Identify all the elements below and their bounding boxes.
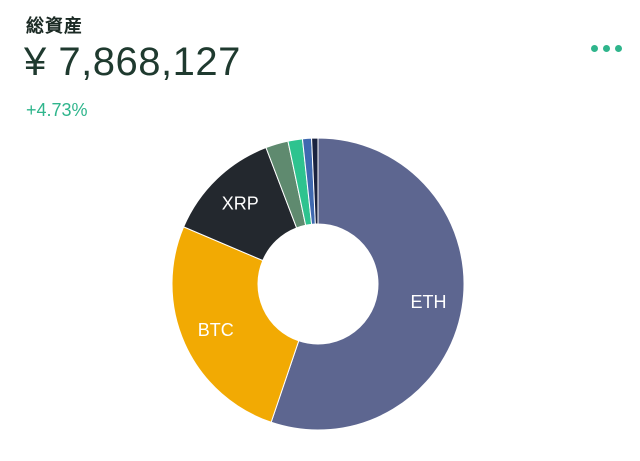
donut-slice-btc [171,226,300,423]
page-title: 総資産 [26,16,83,37]
more-options-button[interactable] [586,36,626,60]
slice-label-btc: BTC [198,320,234,340]
slice-label-eth: ETH [411,292,447,312]
more-dot-icon [602,44,610,52]
total-assets-value: ¥ 7,868,127 [24,40,241,84]
more-dot-icon [590,44,598,52]
donut-slice-eth [270,137,465,431]
slice-label-xrp: XRP [222,193,259,213]
change-percent: +4.73% [26,100,88,120]
donut-slice-other-6 [311,137,319,225]
more-dot-icon [614,44,622,52]
